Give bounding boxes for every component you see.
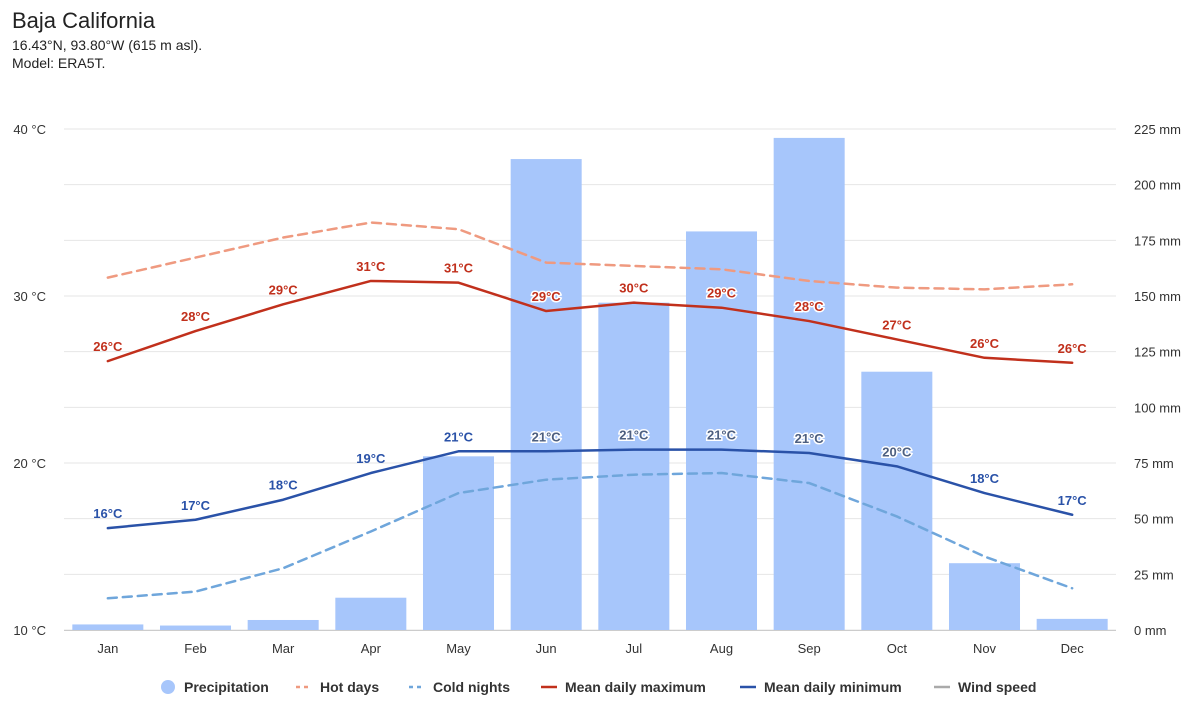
precipitation-bar (422, 456, 495, 630)
x-tick-label: Nov (973, 641, 997, 656)
mean-min-data-label: 18°C (269, 478, 299, 493)
mean-min-data-label: 19°C (356, 451, 386, 466)
y-right-tick-label: 225 mm (1134, 122, 1181, 137)
mean-max-data-label: 28°C (795, 299, 825, 314)
x-tick-label: Mar (272, 641, 295, 656)
legend-label: Mean daily minimum (764, 679, 902, 695)
legend-label: Wind speed (958, 679, 1036, 695)
chart-header: Baja California 16.43°N, 93.80°W (615 m … (12, 6, 202, 72)
chart-title: Baja California (12, 8, 156, 33)
mean-min-line (106, 448, 1074, 530)
legend-label: Mean daily maximum (565, 679, 706, 695)
precipitation-bar (72, 624, 144, 630)
legend-label: Cold nights (433, 679, 510, 695)
legend-item-hot-days[interactable]: Hot days (296, 679, 379, 695)
y-left-tick-label: 30 °C (13, 289, 46, 304)
x-tick-label: Jul (626, 641, 643, 656)
y-left-tick-label: 40 °C (13, 122, 46, 137)
x-tick-label: Apr (361, 641, 382, 656)
precipitation-bar (948, 563, 1021, 630)
mean-max-data-label: 29°C (269, 282, 299, 297)
mean-min-data-label: 21°C (532, 429, 562, 444)
y-right-tick-label: 150 mm (1134, 289, 1181, 304)
mean-max-data-label: 27°C (882, 317, 912, 332)
legend-item-wind-speed[interactable]: Wind speed (934, 679, 1036, 695)
mean-max-data-label: 31°C (444, 261, 474, 276)
y-right-tick-label: 175 mm (1134, 233, 1181, 248)
legend-symbol (161, 680, 175, 694)
mean-max-data-label: 29°C (707, 286, 737, 301)
precipitation-bar (1036, 618, 1108, 630)
mean-min-data-label: 21°C (707, 428, 737, 443)
mean-max-data-label: 29°C (532, 289, 562, 304)
legend-label: Precipitation (184, 679, 269, 695)
mean-max-data-label: 26°C (1058, 341, 1088, 356)
mean-max-data-label: 26°C (970, 336, 1000, 351)
y-left-tick-label: 20 °C (13, 456, 46, 471)
y-right-tick-label: 25 mm (1134, 567, 1174, 582)
y-right-tick-label: 50 mm (1134, 512, 1174, 527)
mean-max-data-label: 31°C (356, 259, 386, 274)
mean-min-data-label: 20°C (882, 444, 912, 459)
x-tick-label: Jun (536, 641, 557, 656)
x-tick-label: Feb (184, 641, 206, 656)
x-tick-label: Jan (97, 641, 118, 656)
legend-item-mean-daily-minimum[interactable]: Mean daily minimum (740, 679, 902, 695)
precipitation-bar (247, 619, 319, 630)
precipitation-bar (510, 159, 582, 630)
precipitation-bar (861, 371, 933, 630)
legend-item-cold-nights[interactable]: Cold nights (409, 679, 510, 695)
mean-min-data-label: 21°C (795, 431, 825, 446)
mean-min-data-label: 16°C (93, 506, 123, 521)
hot-days-line (106, 221, 1074, 291)
mean-max-data-label: 28°C (181, 309, 211, 324)
legend-label: Hot days (320, 679, 379, 695)
mean-max-line (106, 279, 1074, 365)
x-tick-label: Dec (1061, 641, 1085, 656)
y-right-tick-label: 200 mm (1134, 178, 1181, 193)
x-tick-label: May (446, 641, 471, 656)
y-right-tick-label: 75 mm (1134, 456, 1174, 471)
y-left-tick-label: 10 °C (13, 623, 46, 638)
mean-min-data-label: 18°C (970, 471, 1000, 486)
precipitation-bar (159, 625, 232, 630)
mean-min-data-label: 17°C (181, 498, 211, 513)
precipitation-bar (685, 231, 758, 630)
mean-max-data-label: 30°C (619, 281, 649, 296)
x-tick-label: Oct (887, 641, 908, 656)
mean-min-data-label: 21°C (444, 429, 474, 444)
x-tick-label: Aug (710, 641, 733, 656)
precipitation-bar (335, 597, 407, 630)
legend-item-mean-daily-maximum[interactable]: Mean daily maximum (541, 679, 706, 695)
precipitation-bar (598, 302, 670, 630)
legend-item-precipitation[interactable]: Precipitation (161, 679, 269, 695)
precipitation-bar (773, 137, 845, 630)
y-right-tick-label: 125 mm (1134, 345, 1181, 360)
cold-nights-line (106, 471, 1074, 600)
model-label: Model: ERA5T. (12, 55, 106, 71)
y-right-tick-label: 0 mm (1134, 623, 1167, 638)
mean-max-data-label: 26°C (93, 339, 123, 354)
y-right-tick-label: 100 mm (1134, 400, 1181, 415)
x-tick-label: Sep (798, 641, 821, 656)
mean-min-data-label: 17°C (1058, 493, 1088, 508)
mean-min-data-label: 21°C (619, 428, 649, 443)
location-coordinates: 16.43°N, 93.80°W (615 m asl). (12, 37, 203, 53)
